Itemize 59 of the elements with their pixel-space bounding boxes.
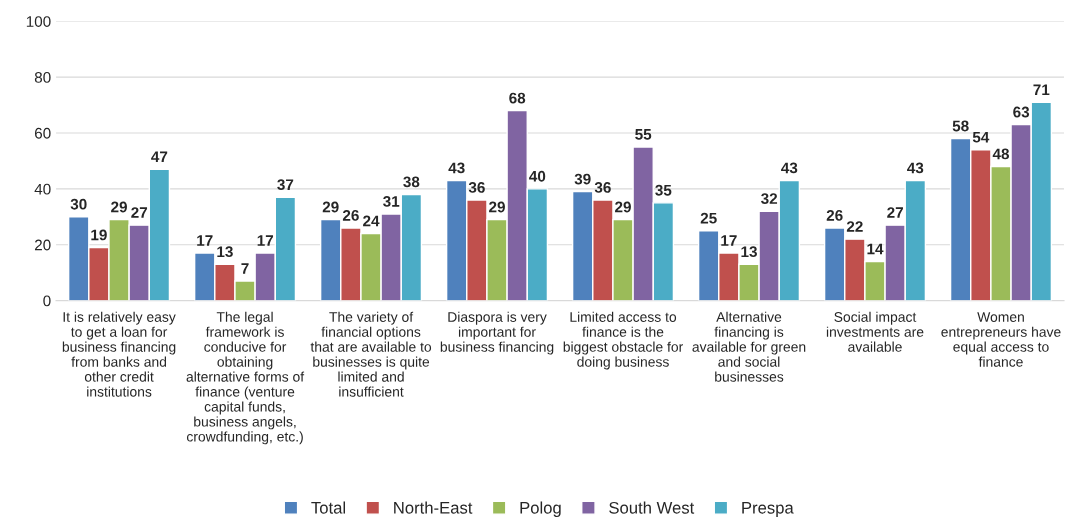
data-label: 13 bbox=[217, 246, 233, 258]
data-label: 7 bbox=[241, 263, 249, 274]
category-label: The legal framework is conducive for obtaining alternative forms of finance (venture capital funds, business angels, crowdfunding, etc.) bbox=[186, 311, 305, 445]
legend-label: Total bbox=[311, 501, 346, 514]
data-label: 29 bbox=[111, 201, 127, 213]
y-tick-label: 0 bbox=[43, 295, 51, 307]
y-tick-label: 20 bbox=[34, 239, 51, 251]
data-label: 25 bbox=[700, 212, 717, 224]
data-label: 26 bbox=[826, 209, 843, 221]
data-label: 43 bbox=[907, 162, 924, 174]
legend-label: Polog bbox=[520, 501, 561, 517]
data-label: 54 bbox=[972, 131, 990, 143]
legend-label: Prespa bbox=[742, 502, 794, 517]
legend-label: North-East bbox=[394, 501, 473, 514]
x-tick-label: Alternative financing is available for green and social businesses bbox=[692, 311, 806, 382]
data-label: 29 bbox=[615, 201, 631, 213]
x-tick-label: Limited access to finance is the biggest obstacle for doing business bbox=[563, 311, 684, 370]
data-label: 17 bbox=[257, 235, 274, 246]
data-label: 68 bbox=[509, 92, 526, 104]
y-tick-label: 60 bbox=[34, 127, 51, 139]
data-label: 35 bbox=[655, 184, 672, 196]
data-label: 17 bbox=[197, 235, 213, 246]
x-tick-label: The variety of financial options that are available to businesses is quite limited and insufficient bbox=[310, 311, 432, 397]
data-label: 36 bbox=[468, 182, 485, 193]
data-label: 22 bbox=[846, 221, 863, 232]
data-label: 29 bbox=[322, 201, 339, 213]
data-label: 71 bbox=[1033, 84, 1050, 95]
data-label: 30 bbox=[70, 198, 87, 210]
data-label: 47 bbox=[151, 151, 168, 162]
x-tick-label: It is relatively easy to get a loan for business financing from banks and other credit institutions bbox=[62, 311, 176, 397]
y-tick-label: 80 bbox=[34, 72, 51, 83]
x-tick-label: Diaspora is very important for business financing bbox=[440, 311, 554, 355]
data-label: 17 bbox=[721, 235, 737, 246]
data-label: 58 bbox=[952, 120, 969, 132]
data-label: 31 bbox=[383, 195, 400, 207]
data-label: 40 bbox=[529, 170, 546, 182]
y-tick-label: 100 bbox=[26, 16, 51, 27]
data-label: 37 bbox=[277, 179, 294, 191]
data-label: 32 bbox=[761, 193, 778, 205]
data-label: 27 bbox=[131, 207, 148, 218]
data-label: 27 bbox=[887, 207, 903, 218]
data-label: 19 bbox=[91, 229, 107, 241]
y-tick-label: 40 bbox=[34, 183, 51, 195]
data-label: 43 bbox=[781, 162, 798, 174]
x-tick-label: Women entrepreneurs have equal access to finance bbox=[941, 312, 1061, 367]
data-label: 36 bbox=[594, 182, 611, 193]
data-label: 38 bbox=[403, 176, 420, 188]
x-tick-label: Social impact investments are available bbox=[826, 311, 924, 352]
data-label: 24 bbox=[363, 215, 380, 227]
data-label: 14 bbox=[867, 243, 884, 255]
data-label: 55 bbox=[635, 129, 652, 140]
legend-label: South West bbox=[609, 501, 695, 514]
data-label: 26 bbox=[342, 209, 359, 221]
data-label: 43 bbox=[448, 162, 465, 174]
data-label: 48 bbox=[992, 148, 1010, 160]
data-label: 29 bbox=[489, 201, 505, 213]
data-label: 39 bbox=[574, 173, 591, 185]
data-label: 13 bbox=[741, 246, 757, 258]
data-label: 63 bbox=[1013, 106, 1030, 118]
